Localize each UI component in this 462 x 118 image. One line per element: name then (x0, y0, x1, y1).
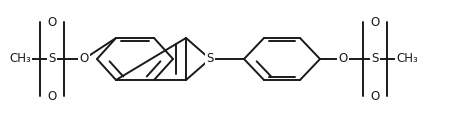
Text: O: O (48, 89, 57, 103)
Text: O: O (338, 53, 347, 65)
Text: CH₃: CH₃ (9, 53, 31, 65)
Text: O: O (371, 15, 380, 29)
Text: O: O (371, 89, 380, 103)
Text: S: S (49, 53, 56, 65)
Text: S: S (207, 53, 214, 65)
Text: CH₃: CH₃ (396, 53, 418, 65)
Text: S: S (371, 53, 379, 65)
Text: O: O (79, 53, 89, 65)
Text: O: O (48, 15, 57, 29)
